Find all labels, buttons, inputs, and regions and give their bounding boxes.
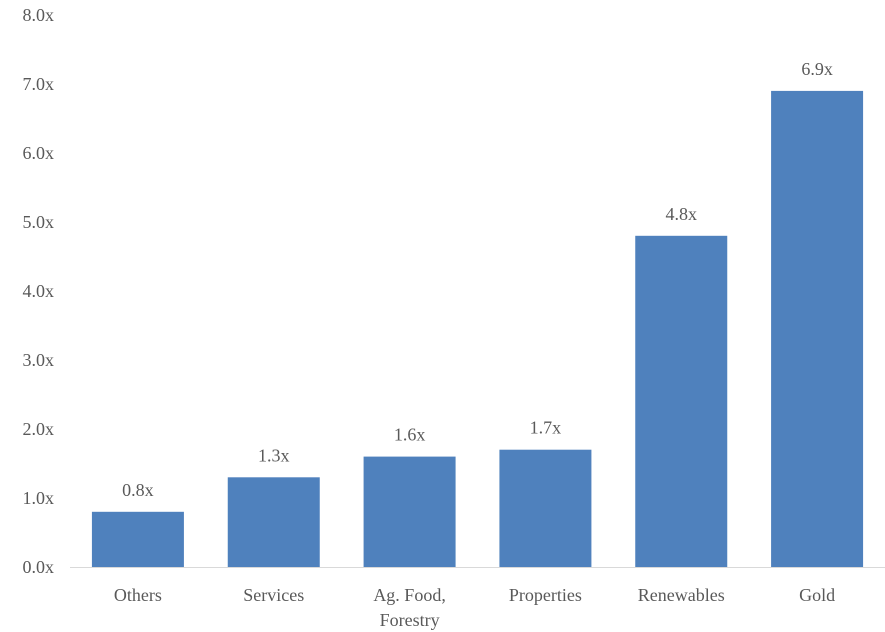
data-label: 0.8x <box>122 480 154 500</box>
y-tick-label: 1.0x <box>23 488 55 508</box>
x-tick-label-line: Others <box>114 585 162 605</box>
y-tick-label: 7.0x <box>23 74 55 94</box>
x-tick-label: Properties <box>509 585 582 605</box>
x-tick-label: Services <box>243 585 304 605</box>
data-label: 4.8x <box>666 204 698 224</box>
x-tick-label-line: Gold <box>799 585 835 605</box>
bar <box>91 511 184 567</box>
x-tick-label-line: Forestry <box>380 610 440 630</box>
y-tick-label: 4.0x <box>23 281 55 301</box>
data-label: 1.7x <box>530 418 562 438</box>
x-tick-label-line: Properties <box>509 585 582 605</box>
data-label: 1.3x <box>258 445 290 465</box>
x-tick-label: Gold <box>799 585 835 605</box>
y-tick-label: 5.0x <box>23 212 55 232</box>
bar <box>363 456 456 567</box>
y-tick-label: 2.0x <box>23 419 55 439</box>
bar <box>635 235 728 568</box>
x-tick-label-line: Ag. Food, <box>373 585 446 605</box>
y-axis-tick-labels: 0.0x 1.0x 2.0x 3.0x 4.0x 5.0x 6.0x 7.0x 8.0x <box>23 5 55 577</box>
bar <box>499 449 592 567</box>
x-tick-label-line: Services <box>243 585 304 605</box>
bar <box>771 90 864 568</box>
bar-data-labels: 0.8x 1.3x 1.6x 1.7x 4.8x 6.9x <box>122 59 833 500</box>
data-label: 6.9x <box>801 59 833 79</box>
y-tick-label: 3.0x <box>23 350 55 370</box>
bars-group <box>91 90 864 568</box>
y-tick-label: 8.0x <box>23 5 55 25</box>
x-tick-label-line: Renewables <box>638 585 725 605</box>
x-tick-label: Others <box>114 585 162 605</box>
data-label: 1.6x <box>394 425 426 445</box>
x-tick-label: Renewables <box>638 585 725 605</box>
x-tick-label: Ag. Food, Forestry <box>373 585 446 630</box>
y-tick-label: 6.0x <box>23 143 55 163</box>
y-tick-label: 0.0x <box>23 557 55 577</box>
bar <box>227 477 320 567</box>
x-axis-category-labels: Others Services Ag. Food, Forestry Propertie… <box>114 585 835 630</box>
